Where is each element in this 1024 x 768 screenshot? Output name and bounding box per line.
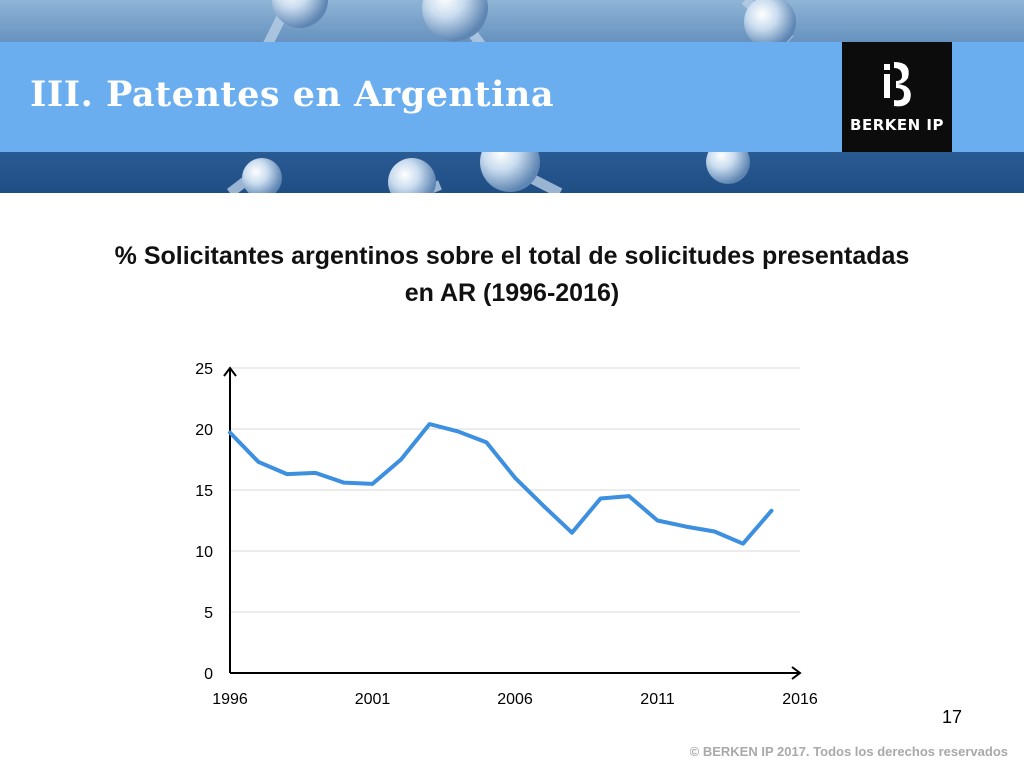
x-tick-label: 2006	[497, 691, 533, 708]
page-number: 17	[941, 707, 962, 727]
y-tick-label: 0	[204, 666, 213, 683]
copyright-footer: © BERKEN IP 2017. Todos los derechos res…	[689, 744, 1008, 759]
y-tick-label: 25	[195, 361, 213, 378]
series-line	[228, 422, 774, 546]
berken-ib-logo-icon	[884, 62, 911, 107]
y-tick-label: 10	[195, 544, 213, 561]
y-tick-label: 5	[204, 605, 213, 622]
y-tick-label: 15	[195, 483, 213, 500]
berken-logo: BERKEN IP	[842, 42, 952, 152]
x-tick-label: 2011	[640, 691, 675, 708]
chart-title: % Solicitantes argentinos sobre el total…	[114, 242, 910, 307]
x-tick-label: 1996	[212, 691, 248, 708]
y-axis-arrow	[223, 366, 237, 377]
slide-title: III. Patentes en Argentina	[30, 74, 555, 115]
y-tick-label: 20	[195, 422, 213, 439]
x-tick-label: 2001	[355, 691, 391, 708]
logo-text: BERKEN IP	[850, 116, 944, 134]
x-tick-label: 2016	[782, 691, 818, 708]
x-axis-arrow	[791, 666, 802, 680]
